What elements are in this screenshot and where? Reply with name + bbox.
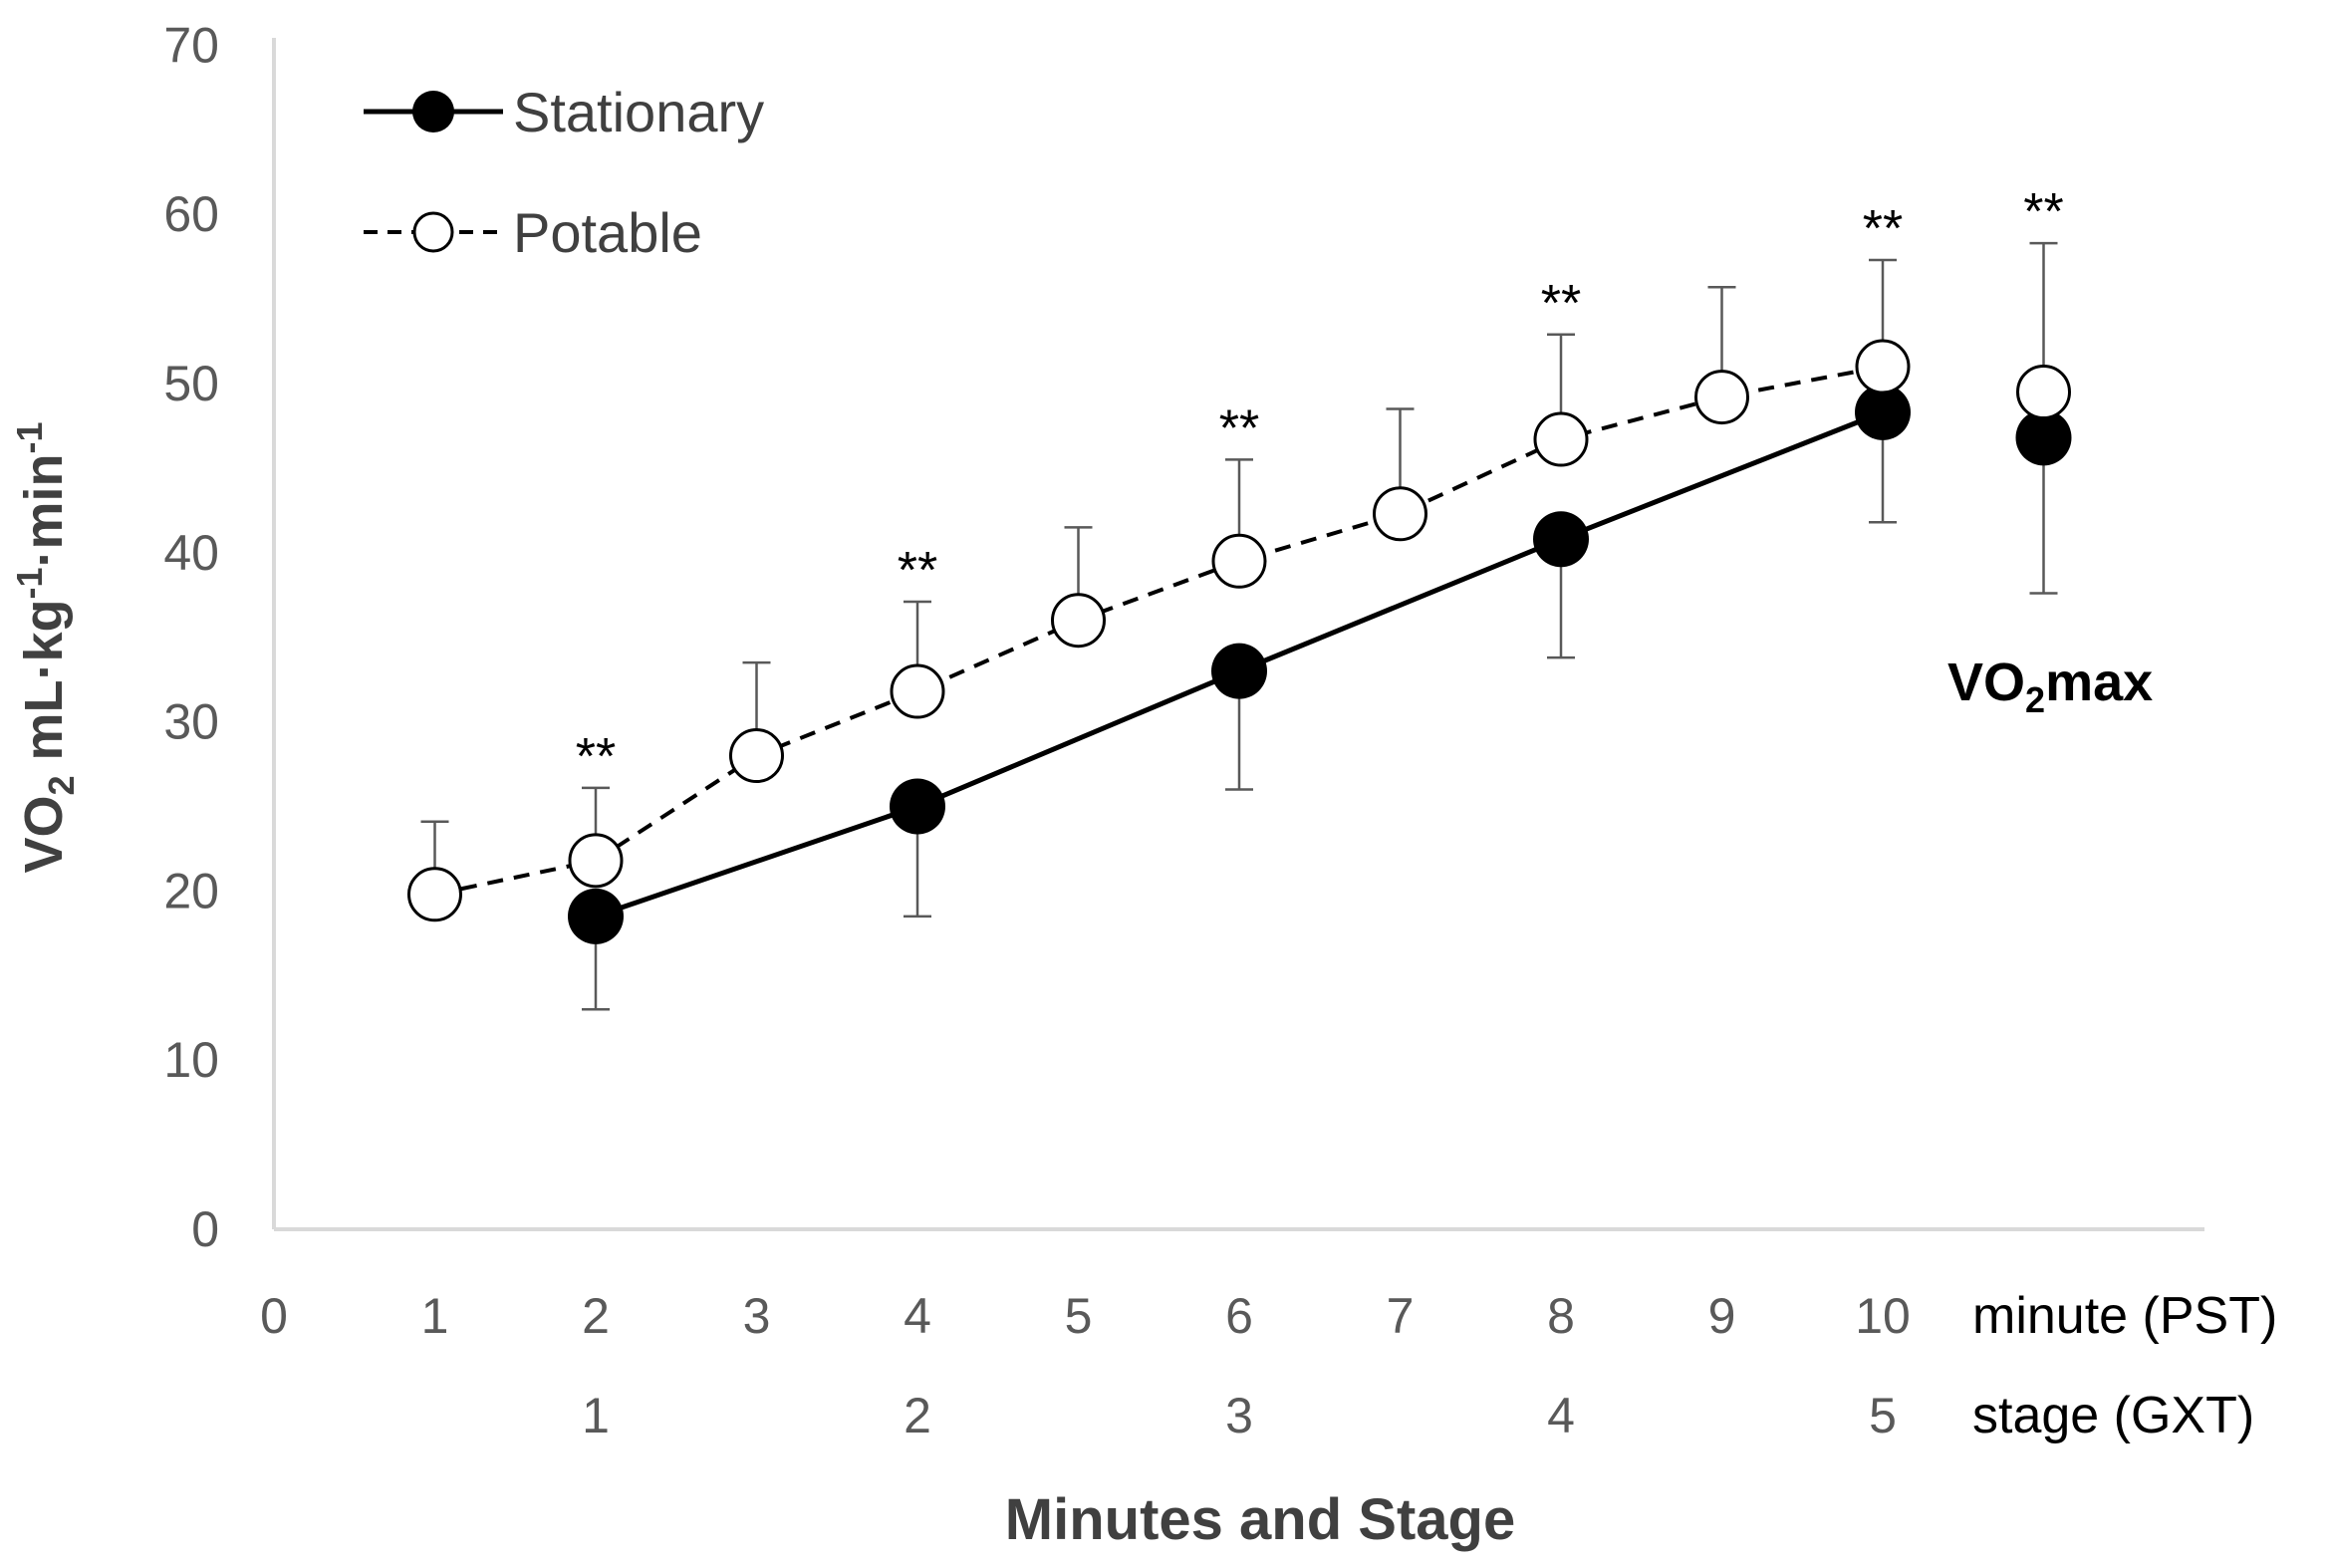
significance-mark: **: [1219, 399, 1259, 457]
x-tick-label-stage: 4: [1547, 1388, 1575, 1443]
potable-point: [1855, 339, 1911, 394]
x-tick-label-minute: 5: [1065, 1288, 1093, 1344]
y-tick-label: 50: [163, 356, 219, 411]
vo2max-label-vo: VO: [1947, 653, 2025, 712]
x-tick-label-minute: 2: [582, 1288, 610, 1344]
x-tick-label-stage: 2: [904, 1388, 931, 1443]
potable-point: [407, 867, 462, 922]
legend-potable-marker: [412, 211, 454, 253]
y-title-sup2: -1: [9, 421, 50, 453]
y-tick-label: 10: [163, 1032, 219, 1088]
y-title-sup1: -1: [9, 567, 50, 599]
stationary-point: [1211, 643, 1267, 699]
stage-row-label: stage (GXT): [1972, 1387, 2254, 1444]
x-tick-label-stage: 1: [582, 1388, 610, 1443]
significance-mark: **: [898, 542, 937, 600]
legend: Stationary Potable: [364, 81, 764, 264]
y-tick-label: 20: [163, 863, 219, 918]
significance-mark: **: [576, 728, 616, 786]
stationary-point: [568, 888, 624, 944]
y-title-min: ·min: [14, 453, 74, 567]
x-tick-label-stage: 3: [1225, 1388, 1253, 1443]
y-title-units: mL·kg: [14, 599, 74, 775]
x-tick-label-minute: 4: [904, 1288, 931, 1344]
y-tick-label: 60: [163, 186, 219, 242]
vo2max-potable-point: [2016, 364, 2071, 419]
legend-stationary-label: Stationary: [513, 81, 764, 143]
y-tick-label: 30: [163, 694, 219, 750]
y-axis-title: VO2 mL·kg-1·min-1: [9, 421, 82, 873]
significance-marks: ** ** ** ** ** **: [576, 183, 2064, 786]
vo2max-label-max: max: [2045, 653, 2153, 712]
potable-point: [1211, 533, 1267, 589]
potable-point: [729, 728, 784, 784]
stationary-point: [1855, 384, 1911, 440]
potable-point: [568, 833, 624, 889]
series-lines: [434, 365, 1884, 919]
x-tick-label-minute: 1: [421, 1288, 449, 1344]
potable-point: [1373, 486, 1427, 542]
vo2max-stationary-point: [2015, 409, 2072, 466]
stationary-point: [890, 778, 945, 835]
legend-potable-label: Potable: [513, 201, 702, 264]
y-title-sub: 2: [41, 775, 82, 795]
vo2max-label: VO2max: [1947, 653, 2153, 720]
x-tick-label-minute: 6: [1225, 1288, 1253, 1344]
x-tick-label-minute: 7: [1387, 1288, 1415, 1344]
x-tick-label-stage: 5: [1869, 1388, 1897, 1443]
x-tick-label-minute: 8: [1547, 1288, 1575, 1344]
x-tick-label-minute: 10: [1855, 1288, 1911, 1344]
significance-mark: **: [1863, 200, 1903, 258]
stationary-point: [1533, 511, 1589, 568]
y-tick-label: 0: [191, 1201, 219, 1257]
minute-row-label: minute (PST): [1972, 1287, 2277, 1345]
y-tick-labels: 0 10 20 30 40 50 60 70: [163, 17, 219, 1257]
significance-mark: **: [1541, 275, 1581, 333]
y-title-vo: VO: [14, 796, 74, 874]
significance-mark: **: [2023, 183, 2063, 241]
potable-point: [1694, 370, 1749, 425]
x-tick-label-minute: 3: [743, 1288, 771, 1344]
x-tick-label-minute: 9: [1708, 1288, 1736, 1344]
potable-point: [1051, 593, 1106, 649]
legend-stationary-marker: [412, 91, 454, 132]
potable-line: [434, 365, 1884, 897]
vo2max-label-sub: 2: [2025, 679, 2045, 720]
series-markers: [407, 339, 2072, 944]
x-tick-labels-stage: 1 2 3 4 5: [582, 1388, 1897, 1443]
x-axis-title: Minutes and Stage: [1005, 1487, 1515, 1552]
y-tick-label: 70: [163, 17, 219, 73]
potable-point: [890, 663, 945, 719]
x-tick-label-minute: 0: [260, 1288, 288, 1344]
x-tick-labels-minute: 0 1 2 3 4 5 6 7 8 9 10: [260, 1288, 1911, 1344]
y-tick-label: 40: [163, 525, 219, 581]
potable-point: [1533, 411, 1589, 467]
